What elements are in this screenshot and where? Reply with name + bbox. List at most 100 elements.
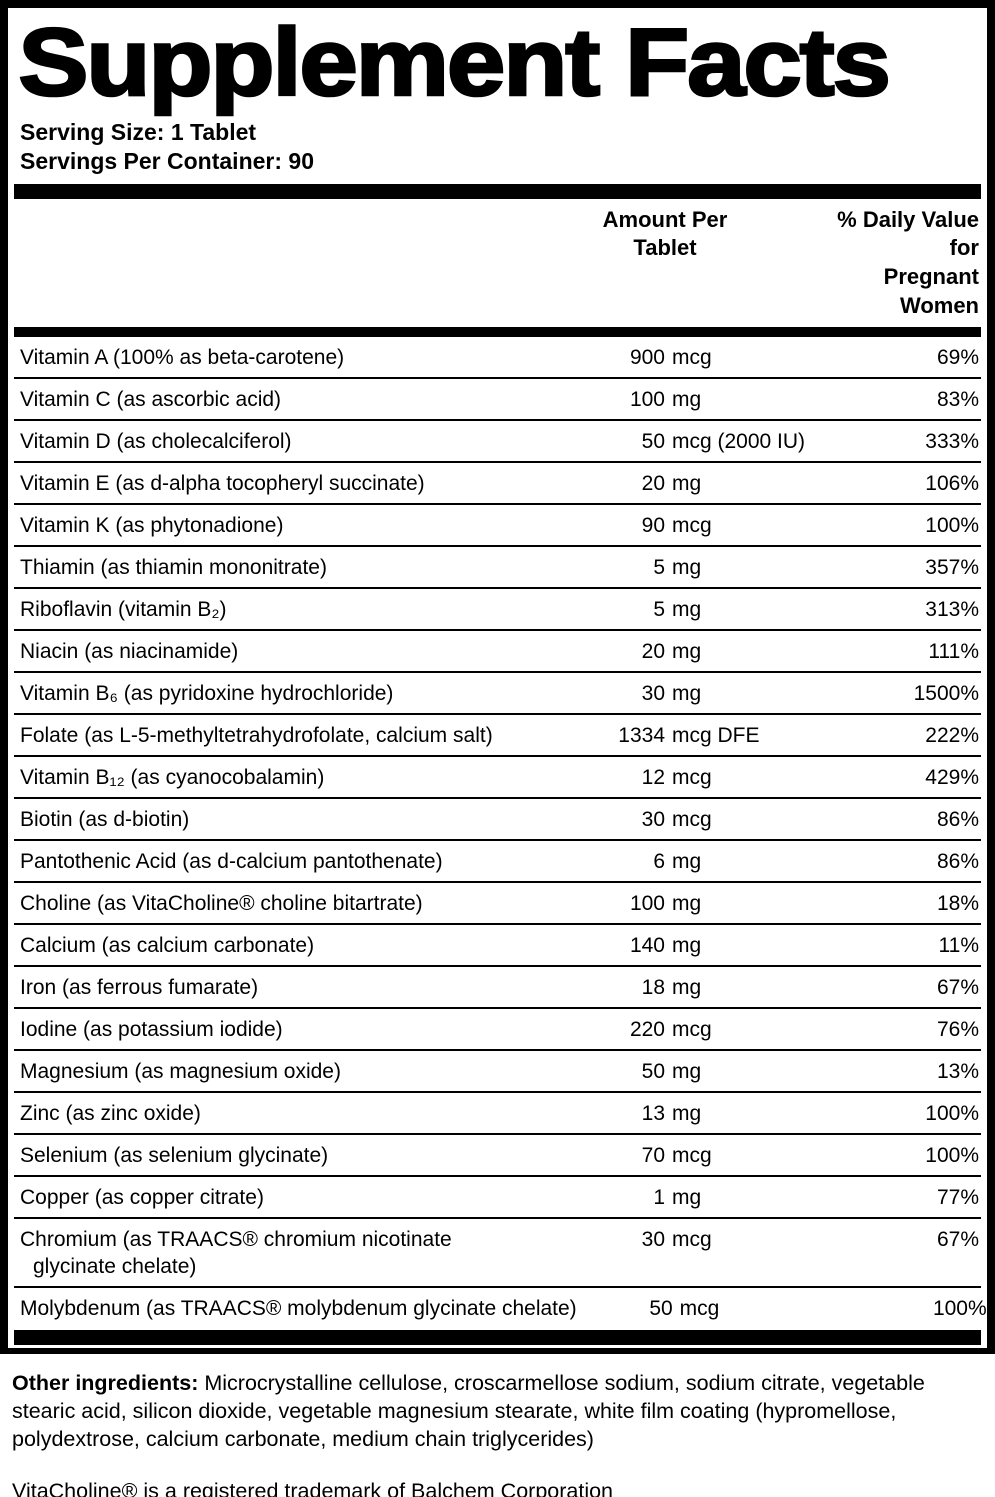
nutrient-amount-unit: mg	[672, 1060, 702, 1084]
table-row: Vitamin C (as ascorbic acid) 100 mg 83%	[14, 377, 981, 419]
nutrient-amount: 100 mg	[569, 386, 807, 413]
nutrient-name: Vitamin D (as cholecalciferol)	[20, 428, 569, 455]
table-row: Selenium (as selenium glycinate) 70 mcg 1…	[14, 1133, 981, 1175]
table-row: Biotin (as d-biotin) 30 mcg 86%	[14, 797, 981, 839]
nutrient-amount-unit: mg	[672, 472, 702, 496]
nutrient-name-line1: Vitamin A (100% as beta-carotene)	[20, 346, 345, 370]
nutrient-name-line1: Thiamin (as thiamin mononitrate)	[20, 556, 327, 580]
nutrient-amount-unit: mcg	[679, 1297, 720, 1321]
nutrient-daily-value: 429%	[925, 766, 979, 790]
nutrient-name: Thiamin (as thiamin mononitrate)	[20, 554, 569, 581]
table-row: Vitamin B₆ (as pyridoxine hydrochloride)…	[14, 671, 981, 713]
nutrient-amount-unit: mg	[672, 682, 702, 706]
nutrient-amount: 13 mg	[569, 1100, 807, 1127]
nutrient-name: Vitamin B₁₂ (as cyanocobalamin)	[20, 764, 569, 791]
nutrient-name: Iron (as ferrous fumarate)	[20, 974, 569, 1001]
nutrient-amount-number: 220	[629, 1018, 665, 1042]
nutrient-amount-number: 50	[649, 1297, 673, 1321]
column-header-amount: Amount Per Tablet	[569, 206, 807, 263]
nutrient-amount-unit: mg	[672, 892, 702, 916]
column-header-dv-line1: % Daily Value for	[837, 206, 979, 261]
other-ingredients: Other ingredients: Microcrystalline cell…	[12, 1370, 985, 1454]
nutrient-amount-unit: mg	[672, 388, 702, 412]
nutrient-amount: 50 mg	[569, 1058, 807, 1085]
nutrient-daily-value: 76%	[936, 1018, 979, 1042]
nutrient-amount-unit: mg	[672, 1186, 702, 1210]
nutrient-name-line1: Magnesium (as magnesium oxide)	[20, 1060, 341, 1084]
nutrient-amount-number: 5	[653, 556, 665, 580]
nutrient-amount-number: 140	[629, 934, 665, 958]
nutrient-name-line1: Biotin (as d-biotin)	[20, 808, 190, 832]
nutrient-amount-unit: mg	[672, 850, 702, 874]
nutrient-amount-unit: mcg (2000 IU)	[672, 430, 806, 454]
nutrient-name: Copper (as copper citrate)	[20, 1184, 569, 1211]
nutrient-amount: 20 mg	[569, 470, 807, 497]
nutrient-daily-value: 100%	[925, 1144, 979, 1168]
table-row: Magnesium (as magnesium oxide) 50 mg 13%	[14, 1049, 981, 1091]
nutrient-name: Biotin (as d-biotin)	[20, 806, 569, 833]
nutrient-amount-unit: mg	[672, 598, 702, 622]
nutrient-name: Riboflavin (vitamin B₂)	[20, 596, 569, 623]
supplement-facts-panel: Supplement Facts Serving Size: 1 Tablet …	[0, 0, 995, 1355]
table-row: Iodine (as potassium iodide) 220 mcg 76%	[14, 1007, 981, 1049]
nutrient-daily-value: 313%	[925, 598, 979, 622]
nutrient-name: Vitamin B₆ (as pyridoxine hydrochloride)	[20, 680, 569, 707]
nutrient-name: Selenium (as selenium glycinate)	[20, 1142, 569, 1169]
nutrient-amount: 18 mg	[569, 974, 807, 1001]
divider-bar-header	[14, 327, 981, 338]
nutrient-daily-value: 100%	[932, 1297, 987, 1321]
nutrient-daily-value: 222%	[925, 724, 979, 748]
nutrient-name: Choline (as VitaCholine® choline bitartr…	[20, 890, 569, 917]
nutrient-amount: 1 mg	[569, 1184, 807, 1211]
nutrient-daily-value: 69%	[936, 346, 979, 370]
column-header-amount-line2: Tablet	[633, 235, 697, 261]
nutrient-daily-value: 11%	[938, 934, 979, 958]
nutrient-name: Chromium (as TRAACS® chromium nicotinate…	[20, 1226, 569, 1280]
nutrient-name-line1: Folate (as L-5-methyltetrahydrofolate, c…	[20, 724, 493, 748]
nutrient-name-line1: Vitamin B₆ (as pyridoxine hydrochloride)	[20, 682, 394, 706]
nutrient-amount: 20 mg	[569, 638, 807, 665]
nutrient-amount-number: 30	[641, 682, 665, 706]
nutrient-daily-value: 86%	[936, 850, 979, 874]
nutrient-amount-unit: mcg DFE	[672, 724, 760, 748]
nutrient-name: Vitamin C (as ascorbic acid)	[20, 386, 569, 413]
table-row: Folate (as L-5-methyltetrahydrofolate, c…	[14, 713, 981, 755]
nutrient-amount-unit: mg	[672, 934, 702, 958]
nutrient-amount-number: 20	[641, 640, 665, 664]
table-row: Copper (as copper citrate) 1 mg 77%	[14, 1175, 981, 1217]
nutrient-amount-number: 30	[641, 1228, 665, 1252]
nutrient-name: Folate (as L-5-methyltetrahydrofolate, c…	[20, 722, 569, 749]
nutrient-daily-value: 100%	[925, 514, 979, 538]
nutrient-name: Niacin (as niacinamide)	[20, 638, 569, 665]
column-header-amount-line1: Amount Per	[602, 206, 728, 232]
table-row: Riboflavin (vitamin B₂) 5 mg 313%	[14, 587, 981, 629]
nutrient-amount-number: 90	[641, 514, 665, 538]
nutrient-amount: 30 mg	[569, 680, 807, 707]
nutrient-name-line1: Vitamin E (as d-alpha tocopheryl succina…	[20, 472, 425, 496]
page-title: Supplement Facts	[17, 9, 892, 116]
nutrient-amount: 12 mcg	[569, 764, 807, 791]
table-row: Iron (as ferrous fumarate) 18 mg 67%	[14, 965, 981, 1007]
nutrient-name-line1: Iodine (as potassium iodide)	[20, 1018, 283, 1042]
table-row: Niacin (as niacinamide) 20 mg 111%	[14, 629, 981, 671]
table-row: Calcium (as calcium carbonate) 140 mg 11%	[14, 923, 981, 965]
nutrient-name-line1: Calcium (as calcium carbonate)	[20, 934, 315, 958]
nutrient-daily-value: 357%	[925, 556, 979, 580]
nutrient-daily-value: 67%	[936, 976, 979, 1000]
nutrient-amount-number: 12	[641, 766, 665, 790]
divider-bar-bottom	[14, 1330, 981, 1346]
nutrient-name-line1: Molybdenum (as TRAACS® molybdenum glycin…	[20, 1297, 577, 1321]
nutrient-amount-number: 30	[641, 808, 665, 832]
nutrient-amount: 900 mcg	[569, 344, 807, 371]
nutrient-amount: 220 mcg	[569, 1016, 807, 1043]
nutrient-amount: 50 mcg (2000 IU)	[569, 428, 807, 455]
nutrient-daily-value: 83%	[936, 388, 979, 412]
nutrient-amount-number: 50	[641, 1060, 665, 1084]
nutrient-amount-number: 50	[641, 430, 665, 454]
table-row: Vitamin E (as d-alpha tocopheryl succina…	[14, 461, 981, 503]
table-row: Choline (as VitaCholine® choline bitartr…	[14, 881, 981, 923]
nutrient-amount-number: 18	[641, 976, 665, 1000]
table-row: Molybdenum (as TRAACS® molybdenum glycin…	[14, 1286, 987, 1328]
nutrient-name-line1: Vitamin B₁₂ (as cyanocobalamin)	[20, 766, 325, 790]
nutrient-amount: 6 mg	[569, 848, 807, 875]
